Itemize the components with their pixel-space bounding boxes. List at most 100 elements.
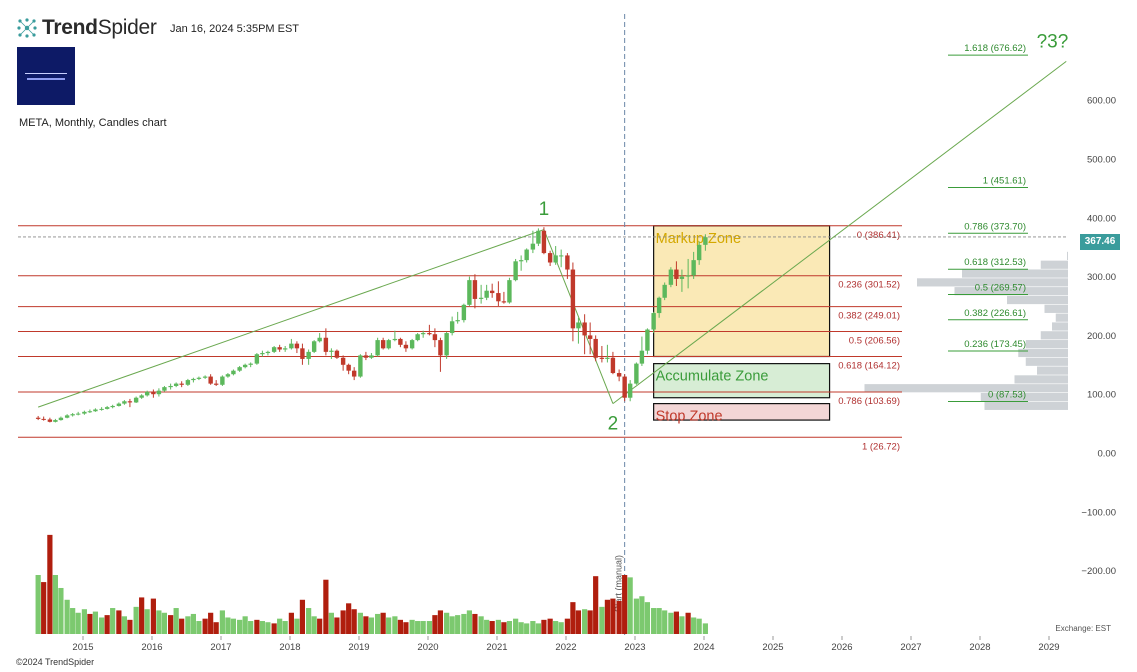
volume-profile-bar	[954, 287, 1068, 296]
fib-extension-label: 0.618 (312.53)	[964, 257, 1026, 268]
volume-bar	[461, 613, 467, 634]
candle-body	[358, 355, 363, 377]
candle-body	[179, 383, 184, 385]
candle-body	[82, 411, 87, 414]
x-tick-label: 2028	[969, 642, 990, 653]
candle-body	[294, 343, 300, 349]
volume-bar	[541, 619, 547, 634]
symbol-description: META, Monthly, Candles chart	[19, 117, 167, 129]
volume-bar	[484, 619, 490, 634]
volume-bar	[340, 610, 346, 634]
candle-body	[93, 409, 98, 412]
volume-bar	[351, 609, 357, 634]
volume-bar	[41, 582, 47, 634]
volume-bar	[616, 600, 622, 634]
candle-body	[231, 370, 236, 375]
trend-line	[37, 229, 545, 408]
candle-body	[208, 376, 213, 384]
volume-bar	[535, 623, 541, 634]
volume-profile-bar	[917, 278, 1068, 287]
candle-body	[472, 280, 478, 299]
copyright: ©2024 TrendSpider	[16, 657, 95, 667]
volume-bar	[259, 621, 265, 634]
volume-bar	[254, 619, 260, 634]
volume-bar	[202, 618, 208, 634]
volume-bar	[47, 534, 53, 634]
volume-bar	[213, 622, 219, 634]
volume-bar	[386, 617, 392, 634]
volume-bar	[564, 618, 570, 634]
candle-body	[35, 417, 41, 419]
volume-bar	[161, 612, 168, 634]
candle-body	[225, 374, 231, 377]
markup-zone-label: Markup Zone	[656, 231, 741, 247]
volume-profile-bar	[1067, 251, 1068, 261]
volume-bar	[553, 621, 559, 634]
x-tick-label: 2027	[900, 642, 921, 653]
volume-profile-bar	[1014, 375, 1068, 384]
channel-logo	[17, 47, 75, 105]
volume-profile-bar	[1055, 313, 1068, 322]
candle-body	[156, 390, 162, 395]
volume-bar	[70, 608, 76, 634]
volume-profile-bar	[962, 269, 1068, 278]
candle-body	[139, 395, 144, 398]
volume-bar	[639, 596, 645, 634]
fib-retracement-label: 1 (26.72)	[862, 441, 900, 452]
candle-body	[185, 380, 191, 385]
volume-bar	[685, 612, 691, 634]
plot-area: Markup Zone Accumulate Zone Stop Zone 0 (38…	[18, 14, 1069, 635]
brand-name: TrendSpider	[42, 16, 157, 39]
candle-body	[64, 415, 70, 418]
candle-body	[151, 391, 156, 395]
candle-body	[467, 280, 472, 305]
x-tick-label: 2026	[831, 642, 852, 653]
volume-bar	[644, 602, 651, 634]
candle-body	[133, 397, 139, 403]
volume-bar	[104, 615, 110, 634]
candle-body	[634, 363, 639, 384]
chart-timestamp: Jan 16, 2024 5:35PM EST	[170, 23, 300, 35]
candle-body	[696, 244, 702, 261]
volume-profile-bar	[1018, 348, 1068, 358]
volume-bar	[570, 602, 576, 634]
candle-body	[484, 290, 489, 298]
y-tick-label: 100.00	[1087, 390, 1116, 401]
volume-bar	[196, 621, 202, 634]
volume-bar	[627, 577, 633, 634]
x-tick-label: 2025	[762, 642, 783, 653]
candle-body	[432, 334, 438, 341]
candle-body	[110, 405, 115, 408]
y-tick-label: 400.00	[1087, 213, 1116, 224]
volume-bar	[495, 619, 501, 634]
candle-body	[213, 383, 219, 385]
volume-bar	[75, 612, 81, 634]
candle-body	[351, 370, 357, 377]
wave-label: ?3?	[1037, 31, 1069, 52]
candle-body	[311, 341, 317, 352]
volume-bar	[518, 622, 524, 634]
volume-bar	[317, 618, 323, 634]
last-price-tag: 367.46	[1080, 234, 1120, 250]
x-tick-label: 2015	[72, 642, 93, 653]
volume-bar	[380, 612, 386, 634]
candle-body	[685, 275, 691, 277]
volume-bar	[121, 616, 127, 634]
volume-bar	[144, 609, 150, 634]
y-tick-label: −100.00	[1081, 507, 1116, 518]
volume-bar	[242, 616, 248, 634]
candle-body	[369, 355, 374, 358]
candle-body	[438, 340, 443, 356]
spider-icon	[17, 18, 37, 38]
volume-bar	[248, 621, 254, 634]
volume-bar	[513, 618, 519, 634]
fib-retracement-label: 0.382 (249.01)	[838, 311, 900, 322]
volume-bar	[110, 608, 116, 634]
volume-bar	[622, 575, 628, 634]
volume-bar	[173, 608, 179, 634]
volume-bar	[208, 612, 214, 634]
candle-body	[403, 344, 409, 349]
volume-bar	[466, 610, 472, 634]
volume-bar	[530, 621, 536, 634]
